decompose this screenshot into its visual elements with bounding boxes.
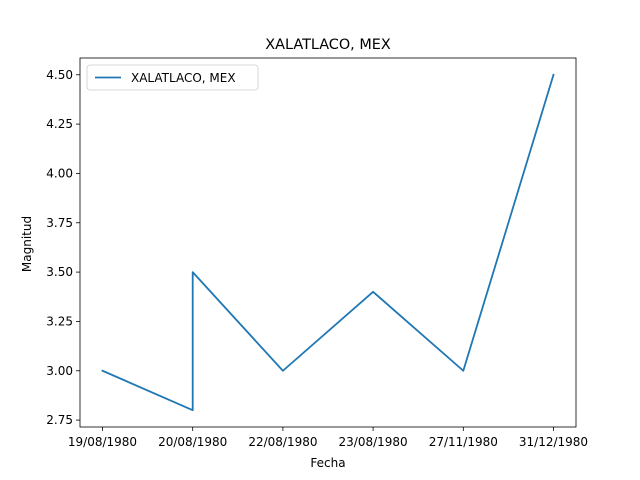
x-tick-label: 22/08/1980 — [248, 435, 317, 449]
x-tick-label: 27/11/1980 — [429, 435, 498, 449]
x-tick-label: 19/08/1980 — [68, 435, 137, 449]
y-tick-label: 3.00 — [46, 364, 73, 378]
x-axis-label: Fecha — [310, 456, 345, 470]
y-axis-label: Magnitud — [20, 216, 34, 272]
y-tick-label: 3.75 — [46, 216, 73, 230]
y-tick-label: 4.50 — [46, 68, 73, 82]
legend-entry-label: XALATLACO, MEX — [131, 71, 236, 85]
y-tick-label: 4.00 — [46, 166, 73, 180]
axes-frame — [79, 57, 577, 428]
x-tick-label: 20/08/1980 — [158, 435, 227, 449]
y-tick-label: 3.25 — [46, 314, 73, 328]
series-line — [101, 73, 555, 412]
x-tick-label: 31/12/1980 — [519, 435, 588, 449]
y-tick-label: 2.75 — [46, 413, 73, 427]
chart-title: XALATLACO, MEX — [265, 37, 391, 53]
y-tick-label: 3.50 — [46, 265, 73, 279]
x-tick-label: 23/08/1980 — [339, 435, 408, 449]
y-tick-label: 4.25 — [46, 117, 73, 131]
plot-area: 19/08/1980 20/08/1980 22/08/1980 23/08/1980… — [46, 57, 588, 449]
legend-box — [86, 64, 259, 91]
